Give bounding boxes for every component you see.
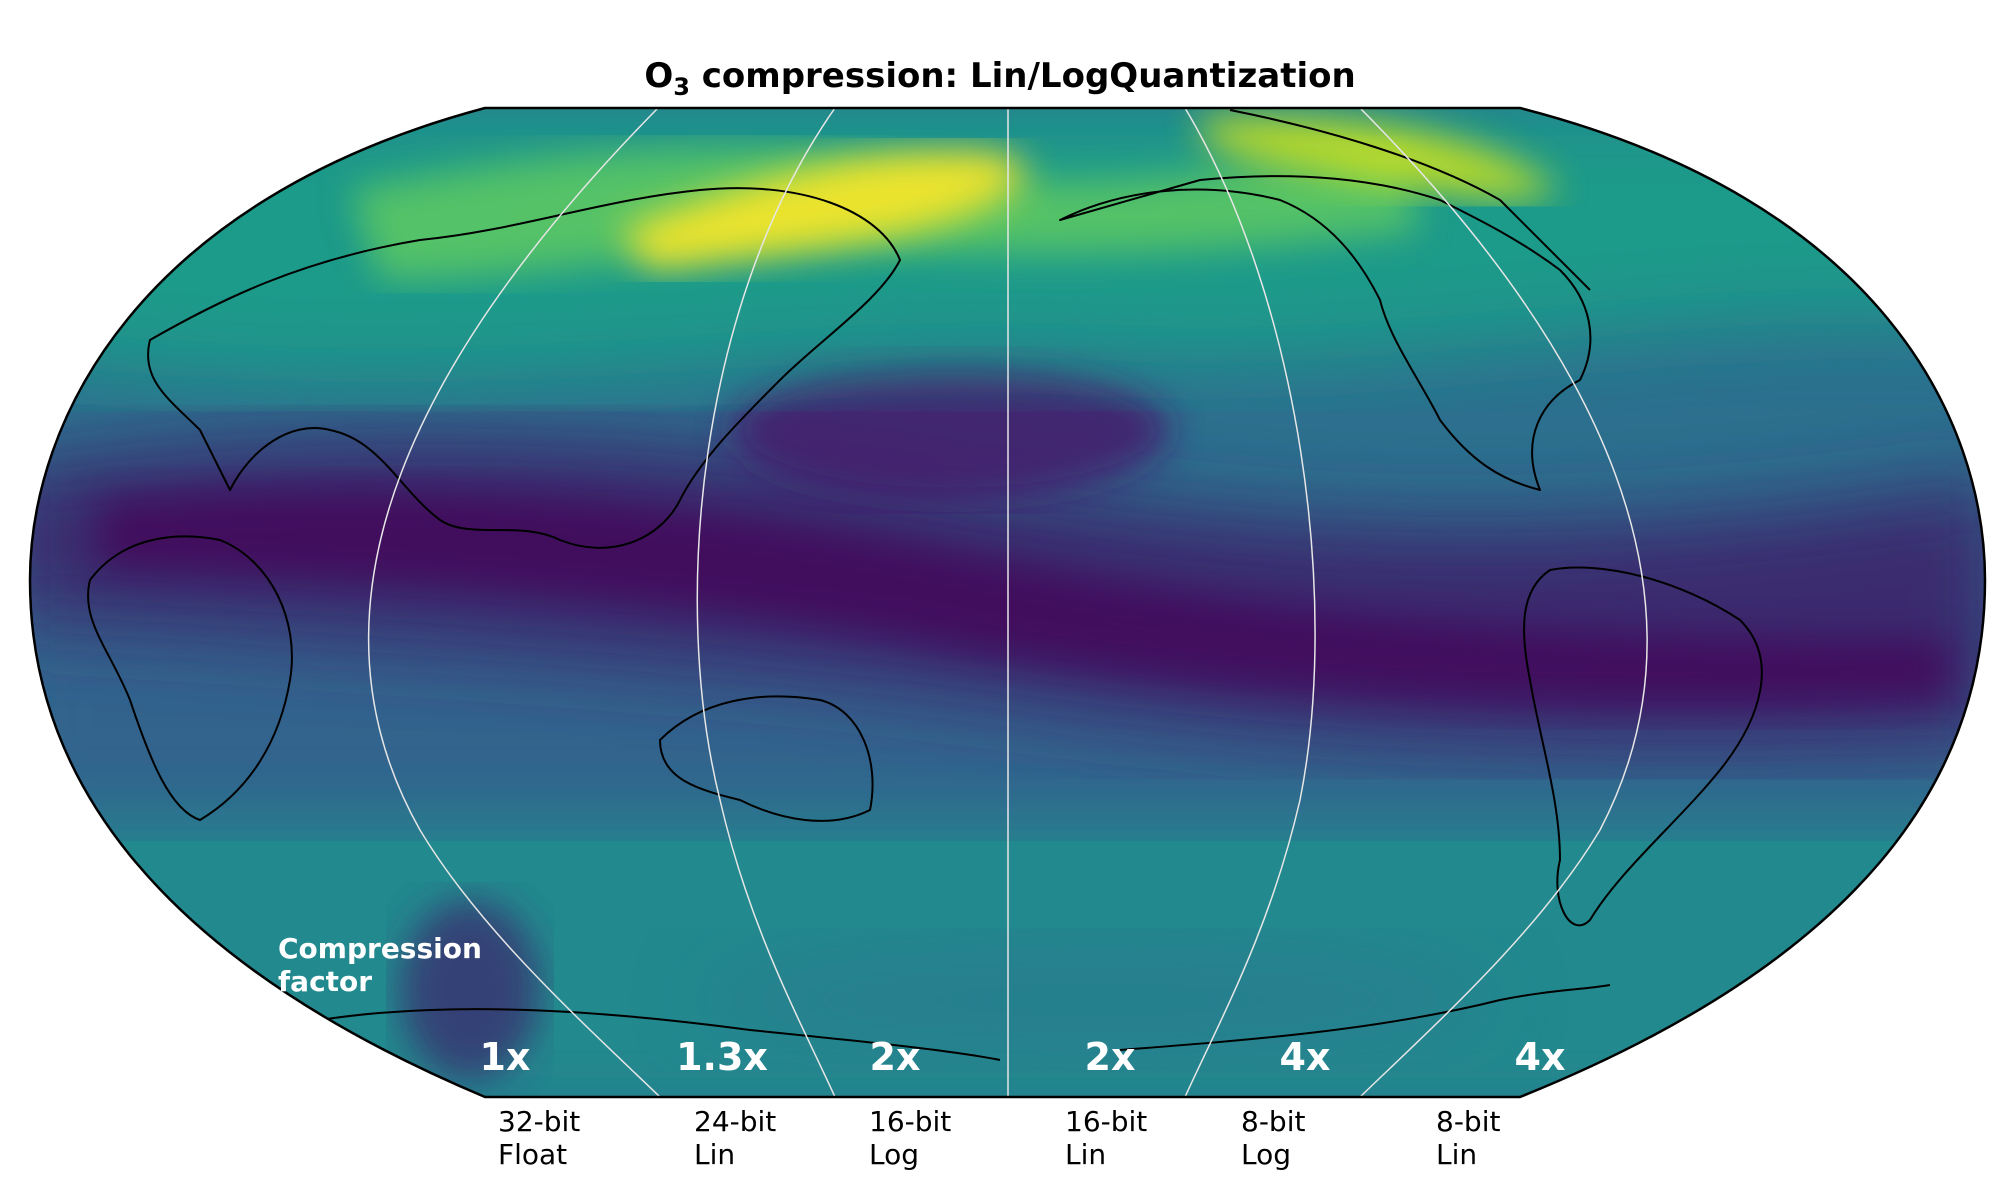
encoding-bits: 8-bit	[1241, 1105, 1306, 1138]
encoding-label-panel-3: 16-bit Log	[869, 1105, 951, 1171]
encoding-label-panel-1: 32-bit Float	[498, 1105, 580, 1171]
factor-label-panel-6: 4x	[1514, 1035, 1566, 1079]
factor-label-panel-1: 1x	[479, 1035, 531, 1079]
compression-factor-heading: Compression factor	[278, 932, 482, 998]
encoding-method: Lin	[694, 1138, 736, 1171]
encoding-label-panel-5: 8-bit Log	[1241, 1105, 1305, 1171]
encoding-bits: 16-bit	[1065, 1105, 1148, 1138]
factor-label-panel-5: 4x	[1279, 1035, 1331, 1079]
ozone-field	[30, 108, 1985, 1097]
encoding-label-panel-2: 24-bit Lin	[694, 1105, 776, 1171]
factor-label-panel-3: 2x	[869, 1035, 921, 1079]
encoding-label-panel-6: 8-bit Lin	[1436, 1105, 1500, 1171]
panel-dividers	[367, 108, 1648, 1097]
figure-title: O3 compression: Lin/LogQuantization	[644, 56, 1356, 101]
coastlines	[87, 109, 1763, 1061]
encoding-bits: 16-bit	[869, 1105, 952, 1138]
encoding-bits: 8-bit	[1436, 1105, 1501, 1138]
encoding-bits: 32-bit	[498, 1105, 581, 1138]
factor-label-panel-2: 1.3x	[676, 1035, 768, 1079]
globe-outline	[28, 106, 1987, 1099]
encoding-method: Lin	[1065, 1138, 1107, 1171]
compression-heading-line1: Compression	[278, 932, 482, 965]
encoding-bits: 24-bit	[694, 1105, 777, 1138]
encoding-method: Log	[869, 1138, 920, 1171]
encoding-method: Log	[1241, 1138, 1292, 1171]
encoding-method: Float	[498, 1138, 568, 1171]
compression-heading-line2: factor	[278, 965, 373, 998]
encoding-label-panel-4: 16-bit Lin	[1065, 1105, 1147, 1171]
encoding-method: Lin	[1436, 1138, 1478, 1171]
factor-label-panel-4: 2x	[1084, 1035, 1136, 1079]
